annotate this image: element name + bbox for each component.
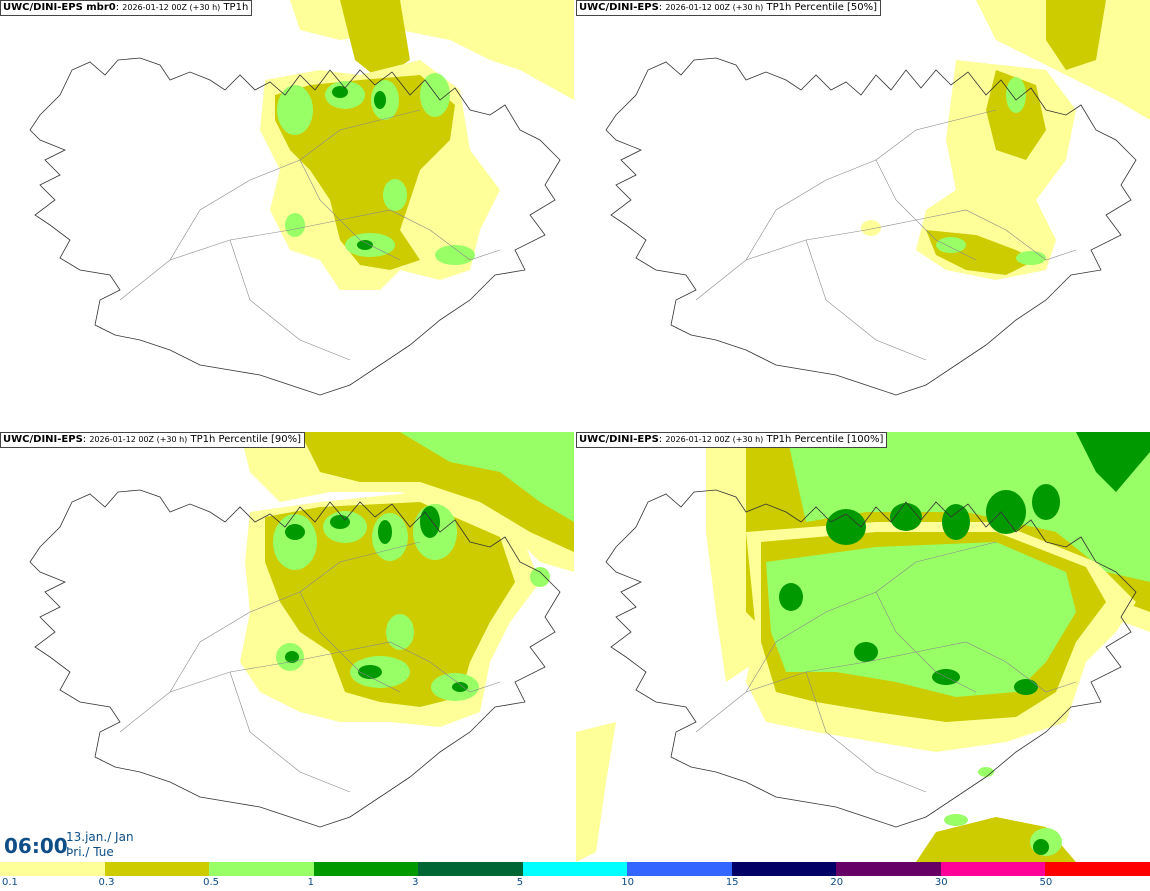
colorbar-segment — [1045, 862, 1150, 876]
panel-title-mbr0: UWC/DINI-EPS mbr0: 2026-01-12 00Z (+30 h… — [0, 0, 253, 16]
colorbar-segment — [836, 862, 941, 876]
colorbar-tick-label: 1 — [307, 877, 314, 888]
valid-date: 13.jan./ Jan — [66, 830, 134, 844]
valid-time: 06:00 — [4, 834, 68, 858]
colorbar-ticks: 0.1 0.3 0.5 1 3 5 10 15 20 30 50 — [0, 876, 1150, 891]
colorbar-tick-label: 50 — [1039, 877, 1053, 888]
colorbar-tick-label: 5 — [516, 877, 524, 888]
panel-title-p100: UWC/DINI-EPS: 2026-01-12 00Z (+30 h) TP1… — [576, 432, 888, 448]
panel-percentile-100 — [576, 432, 1150, 862]
colorbar-segment — [313, 862, 419, 876]
colorbar — [0, 862, 1150, 876]
colorbar-tick-label: 3 — [412, 877, 419, 888]
panel-divider-horizontal — [0, 430, 1150, 432]
valid-time-box: 06:00 13.jan./ Jan Þri./ Tue — [0, 826, 136, 862]
colorbar-tick-label: 0.1 — [2, 877, 18, 888]
colorbar-segment — [209, 862, 314, 876]
precipitation-map-p50 — [605, 0, 1150, 396]
panel-percentile-50 — [576, 0, 1150, 430]
colorbar-segment — [731, 862, 837, 876]
valid-weekday: Þri./ Tue — [66, 845, 114, 859]
precipitation-map-p100 — [576, 432, 1150, 862]
colorbar-tick-label: 0.3 — [98, 877, 115, 888]
colorbar-tick-label: 20 — [830, 877, 844, 888]
colorbar-tick-label: 15 — [725, 877, 739, 888]
panel-percentile-90 — [0, 432, 574, 862]
colorbar-segment — [104, 862, 210, 876]
panel-mbr0 — [0, 0, 574, 430]
panel-title-p90: UWC/DINI-EPS: 2026-01-12 00Z (+30 h) TP1… — [0, 432, 306, 448]
colorbar-tick-label: 0.5 — [203, 877, 219, 888]
colorbar-segment — [522, 862, 628, 876]
colorbar-segment — [0, 862, 105, 876]
colorbar-segment — [418, 862, 523, 876]
colorbar-segment — [627, 862, 732, 876]
precipitation-map-p90 — [29, 432, 574, 828]
colorbar-tick-label: 30 — [934, 877, 948, 888]
panel-title-p50: UWC/DINI-EPS: 2026-01-12 00Z (+30 h) TP1… — [576, 0, 882, 16]
colorbar-tick-label: 10 — [621, 877, 634, 888]
precipitation-map-mbr0 — [29, 0, 574, 396]
colorbar-segment — [940, 862, 1046, 876]
